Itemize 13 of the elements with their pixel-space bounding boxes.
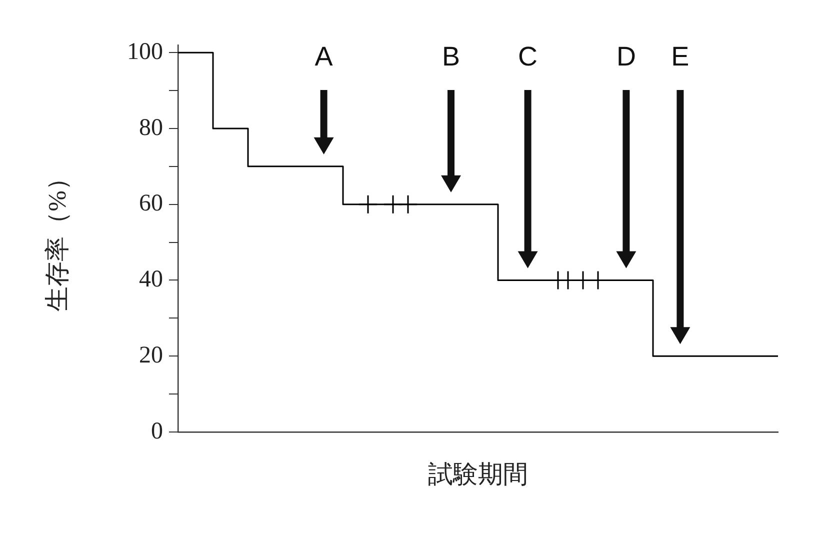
y-tick-label: 60	[139, 190, 163, 217]
annotation: A	[314, 42, 333, 72]
x-axis-title: 試験期間	[428, 462, 528, 489]
y-tick-label: 0	[151, 418, 163, 444]
annotation: C	[518, 42, 538, 72]
annotation: E	[671, 42, 690, 72]
y-tick-label: 100	[127, 38, 163, 65]
annotation: B	[442, 42, 460, 72]
y-tick-label: 40	[139, 266, 163, 293]
y-tick-label: 20	[139, 342, 163, 368]
y-tick-label: 80	[139, 114, 163, 141]
y-axis-title: 生存率（%）	[44, 166, 72, 312]
annotation: D	[616, 42, 636, 72]
